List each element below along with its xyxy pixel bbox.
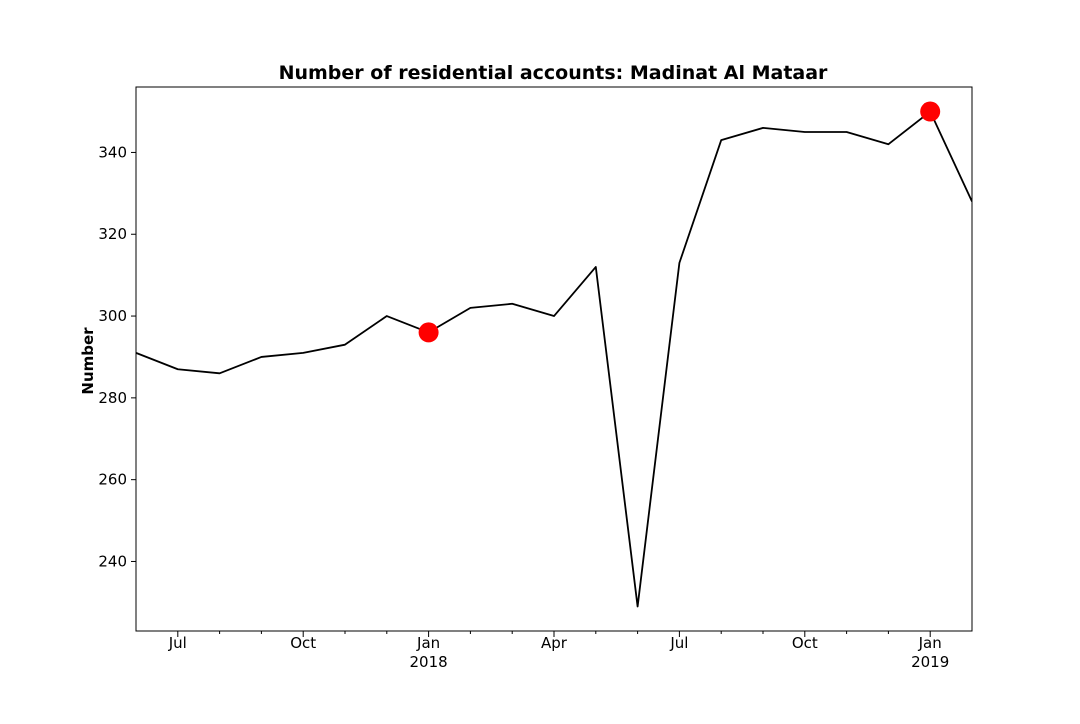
y-tick-label: 300 [98, 307, 127, 325]
x-tick-label: Oct [792, 634, 818, 652]
x-tick-label: Oct [290, 634, 316, 652]
y-tick-label: 260 [98, 471, 127, 489]
y-tick-label: 280 [98, 389, 127, 407]
plot-frame [135, 86, 973, 632]
x-tick-year-label: 2018 [410, 653, 448, 671]
plot-area [136, 101, 972, 608]
x-tick-label: Jan [416, 634, 440, 652]
y-axis-label: Number [79, 327, 97, 395]
series-line-0 [136, 110, 972, 608]
y-tick-label: 240 [98, 552, 127, 570]
highlight-marker-0 [418, 322, 439, 343]
x-tick-label: Jul [669, 634, 688, 652]
y-tick-label: 340 [98, 143, 127, 161]
x-tick-label: Jul [168, 634, 187, 652]
chart-title: Number of residential accounts: Madinat … [279, 62, 828, 84]
x-tick-label: Jan [918, 634, 942, 652]
highlight-marker-1 [920, 101, 941, 122]
y-tick-label: 320 [98, 225, 127, 243]
x-tick-year-label: 2019 [911, 653, 949, 671]
x-tick-label: Apr [541, 634, 568, 652]
